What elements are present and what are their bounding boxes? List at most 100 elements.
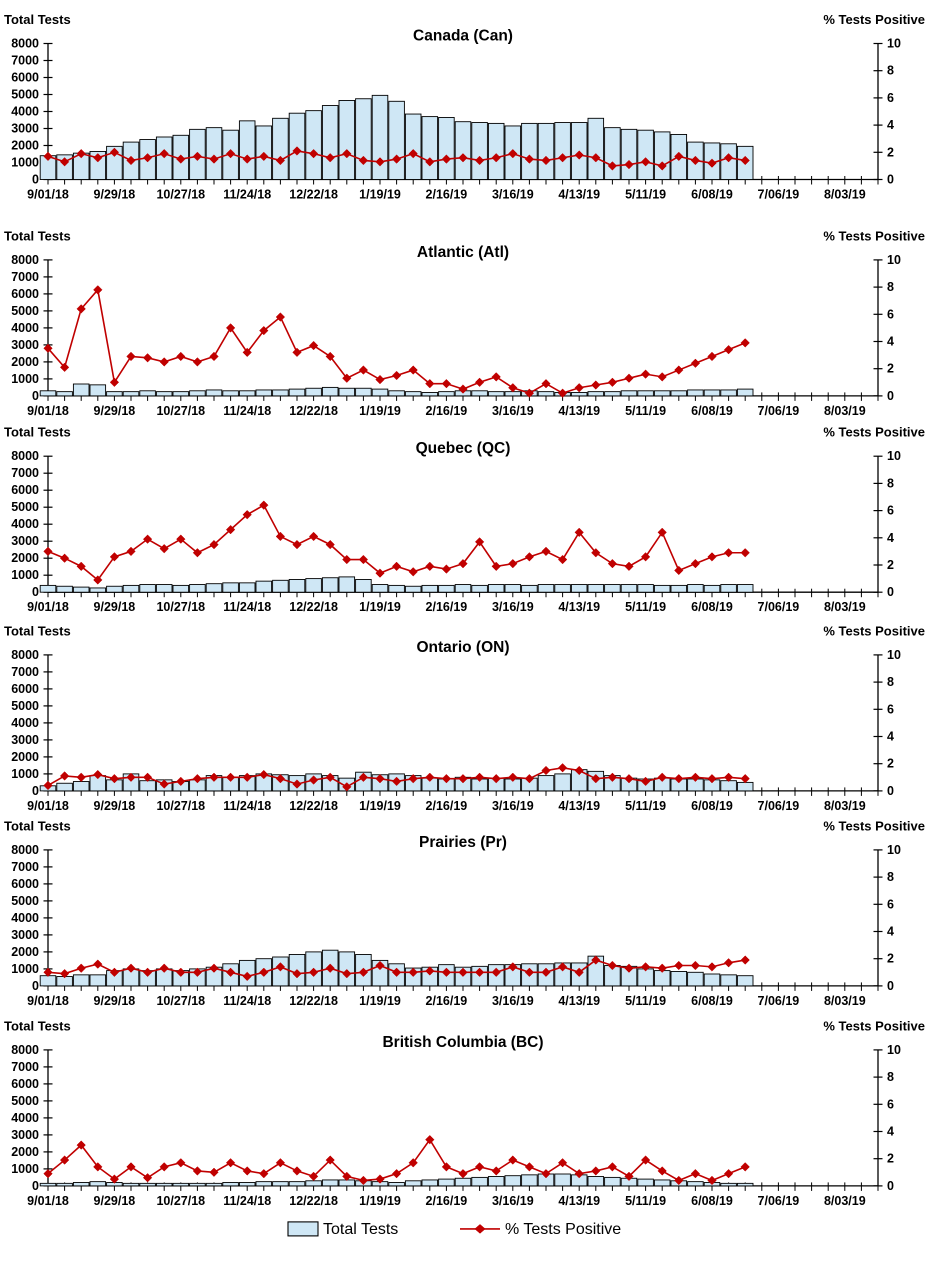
svg-text:10/27/18: 10/27/18 xyxy=(156,1194,205,1208)
svg-text:3/16/19: 3/16/19 xyxy=(492,799,534,813)
svg-text:11/24/18: 11/24/18 xyxy=(223,994,271,1008)
svg-text:3000: 3000 xyxy=(11,534,39,548)
svg-text:9/01/18: 9/01/18 xyxy=(27,188,69,202)
svg-text:3/16/19: 3/16/19 xyxy=(492,994,534,1008)
svg-text:0: 0 xyxy=(887,389,894,403)
svg-text:8000: 8000 xyxy=(11,37,39,51)
svg-text:4000: 4000 xyxy=(11,911,39,925)
svg-text:7000: 7000 xyxy=(11,270,39,284)
svg-text:5000: 5000 xyxy=(11,1094,39,1108)
svg-text:2000: 2000 xyxy=(11,139,39,153)
svg-text:7/06/19: 7/06/19 xyxy=(758,600,800,614)
svg-text:British Columbia (BC): British Columbia (BC) xyxy=(382,1034,543,1051)
svg-text:9/01/18: 9/01/18 xyxy=(27,994,69,1008)
svg-text:3000: 3000 xyxy=(11,928,39,942)
svg-text:8: 8 xyxy=(887,476,894,490)
svg-text:9/29/18: 9/29/18 xyxy=(94,600,136,614)
svg-text:0: 0 xyxy=(887,585,894,599)
svg-text:5000: 5000 xyxy=(11,88,39,102)
svg-text:8000: 8000 xyxy=(11,648,39,662)
svg-text:8000: 8000 xyxy=(11,253,39,267)
svg-text:% Tests Positive: % Tests Positive xyxy=(823,425,925,440)
svg-text:6: 6 xyxy=(887,897,894,911)
svg-text:1/19/19: 1/19/19 xyxy=(359,600,401,614)
svg-text:Prairies (Pr): Prairies (Pr) xyxy=(419,834,507,851)
svg-text:10: 10 xyxy=(887,253,901,267)
svg-text:6000: 6000 xyxy=(11,71,39,85)
svg-text:8/03/19: 8/03/19 xyxy=(824,600,866,614)
svg-text:4: 4 xyxy=(887,925,894,939)
svg-text:12/22/18: 12/22/18 xyxy=(289,188,338,202)
svg-text:1000: 1000 xyxy=(11,568,39,582)
svg-text:5/11/19: 5/11/19 xyxy=(625,994,666,1008)
svg-text:2: 2 xyxy=(887,362,894,376)
svg-text:Total Tests: Total Tests xyxy=(4,818,71,833)
svg-text:% Tests Positive: % Tests Positive xyxy=(505,1221,621,1238)
svg-text:4: 4 xyxy=(887,730,894,744)
svg-text:5000: 5000 xyxy=(11,500,39,514)
svg-text:Total Tests: Total Tests xyxy=(4,1018,71,1033)
svg-text:0: 0 xyxy=(32,784,39,798)
svg-text:10/27/18: 10/27/18 xyxy=(156,799,205,813)
svg-text:Total Tests: Total Tests xyxy=(4,425,71,440)
svg-text:10/27/18: 10/27/18 xyxy=(156,994,205,1008)
svg-text:4/13/19: 4/13/19 xyxy=(558,404,600,418)
svg-text:6/08/19: 6/08/19 xyxy=(691,799,733,813)
svg-text:10: 10 xyxy=(887,843,901,857)
svg-text:8/03/19: 8/03/19 xyxy=(824,1194,866,1208)
svg-text:6000: 6000 xyxy=(11,877,39,891)
svg-text:4: 4 xyxy=(887,531,894,545)
svg-text:2: 2 xyxy=(887,757,894,771)
svg-text:4: 4 xyxy=(887,335,894,349)
svg-text:4000: 4000 xyxy=(11,716,39,730)
svg-text:1/19/19: 1/19/19 xyxy=(359,1194,401,1208)
svg-text:2/16/19: 2/16/19 xyxy=(426,1194,468,1208)
svg-text:9/29/18: 9/29/18 xyxy=(94,1194,136,1208)
svg-text:0: 0 xyxy=(32,173,39,187)
svg-text:3000: 3000 xyxy=(11,733,39,747)
svg-text:6: 6 xyxy=(887,91,894,105)
svg-text:6: 6 xyxy=(887,307,894,321)
svg-text:10: 10 xyxy=(887,1043,901,1057)
svg-text:% Tests Positive: % Tests Positive xyxy=(823,1018,925,1033)
svg-text:7000: 7000 xyxy=(11,466,39,480)
svg-text:3000: 3000 xyxy=(11,122,39,136)
svg-text:6/08/19: 6/08/19 xyxy=(691,188,733,202)
svg-text:7/06/19: 7/06/19 xyxy=(758,799,800,813)
svg-text:3000: 3000 xyxy=(11,1128,39,1142)
svg-text:9/01/18: 9/01/18 xyxy=(27,1194,69,1208)
svg-text:9/29/18: 9/29/18 xyxy=(94,188,136,202)
svg-text:9/29/18: 9/29/18 xyxy=(94,994,136,1008)
svg-text:8: 8 xyxy=(887,280,894,294)
svg-text:2/16/19: 2/16/19 xyxy=(426,188,468,202)
svg-text:5/11/19: 5/11/19 xyxy=(625,600,666,614)
svg-text:3/16/19: 3/16/19 xyxy=(492,1194,534,1208)
svg-text:Ontario (ON): Ontario (ON) xyxy=(417,639,510,656)
svg-text:2000: 2000 xyxy=(11,750,39,764)
svg-text:1/19/19: 1/19/19 xyxy=(359,188,401,202)
svg-text:1000: 1000 xyxy=(11,372,39,386)
svg-text:0: 0 xyxy=(887,1179,894,1193)
svg-text:2000: 2000 xyxy=(11,1145,39,1159)
svg-text:3/16/19: 3/16/19 xyxy=(492,600,534,614)
svg-text:5/11/19: 5/11/19 xyxy=(625,799,666,813)
svg-text:8000: 8000 xyxy=(11,1043,39,1057)
svg-text:1000: 1000 xyxy=(11,156,39,170)
svg-text:9/01/18: 9/01/18 xyxy=(27,404,69,418)
svg-text:8: 8 xyxy=(887,675,894,689)
svg-text:12/22/18: 12/22/18 xyxy=(289,404,338,418)
svg-text:4000: 4000 xyxy=(11,1111,39,1125)
svg-text:% Tests Positive: % Tests Positive xyxy=(823,228,925,243)
svg-text:0: 0 xyxy=(32,1179,39,1193)
svg-text:5000: 5000 xyxy=(11,894,39,908)
svg-text:7/06/19: 7/06/19 xyxy=(758,1194,800,1208)
svg-text:5/11/19: 5/11/19 xyxy=(625,188,666,202)
svg-text:2: 2 xyxy=(887,952,894,966)
svg-text:2/16/19: 2/16/19 xyxy=(426,600,468,614)
svg-text:Total Tests: Total Tests xyxy=(4,228,71,243)
svg-text:8/03/19: 8/03/19 xyxy=(824,994,866,1008)
svg-text:6000: 6000 xyxy=(11,483,39,497)
svg-text:0: 0 xyxy=(32,979,39,993)
svg-text:Total Tests: Total Tests xyxy=(4,12,71,27)
svg-text:% Tests Positive: % Tests Positive xyxy=(823,818,925,833)
